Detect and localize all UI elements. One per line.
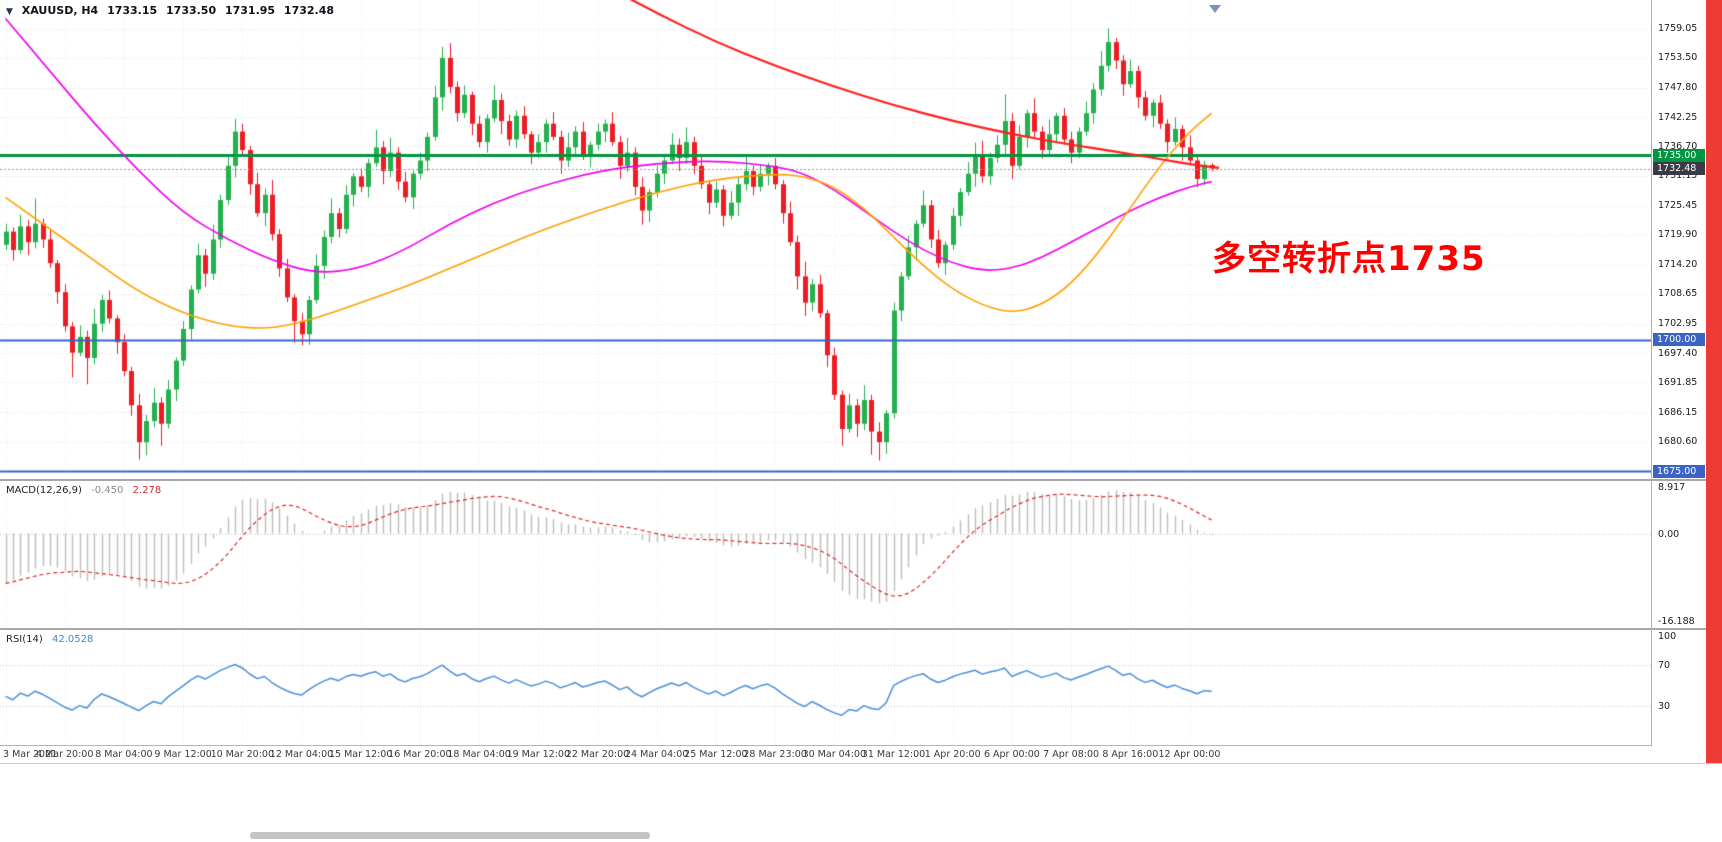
time-axis-label: 10 Mar 20:00 — [210, 749, 275, 760]
price-scale-label: 1731.15 — [1658, 170, 1698, 182]
price-scale-label: 1753.50 — [1658, 52, 1698, 64]
rsi-scale: 100 70 30 — [1652, 630, 1706, 745]
chart-title: ▼ XAUUSD, H4 1733.15 1733.50 1731.95 173… — [6, 4, 339, 17]
macd-panel-canvas[interactable] — [0, 481, 1652, 628]
right-edge-strip — [1706, 0, 1722, 764]
ohlc-open: 1733.15 — [107, 4, 158, 17]
macd-scale: 8.917 0.00 -16.188 — [1652, 481, 1706, 628]
price-scale-badge: 1735.00 — [1653, 148, 1705, 162]
time-axis-label: 12 Mar 04:00 — [269, 749, 334, 760]
ohlc-low: 1731.95 — [224, 4, 276, 17]
rsi-value: 42.0528 — [51, 634, 94, 645]
time-axis-label: 30 Mar 04:00 — [802, 749, 867, 760]
bottom-bar — [0, 763, 1722, 842]
macd-label: MACD(12,26,9) -0.450 2.278 — [6, 485, 167, 496]
time-axis-label: 9 Mar 12:00 — [154, 749, 212, 760]
rsi-scale-label: 70 — [1658, 659, 1671, 671]
time-axis-label: 25 Mar 12:00 — [684, 749, 748, 760]
price-scale-badge: 1700.00 — [1653, 333, 1705, 346]
time-axis-label: 28 Mar 23:00 — [743, 749, 807, 760]
scale-separator — [1651, 0, 1652, 746]
time-axis-label: 8 Mar 04:00 — [95, 749, 153, 760]
time-axis-label: 7 Apr 08:00 — [1043, 749, 1100, 760]
price-scale-label: 1680.60 — [1658, 436, 1698, 448]
price-scale-label: 1742.25 — [1658, 111, 1698, 123]
price-scale-badge: 1675.00 — [1653, 464, 1705, 478]
time-axis-label: 8 Apr 16:00 — [1102, 749, 1159, 760]
rsi-scale-label: 100 — [1658, 631, 1677, 642]
price-scale-label: 1714.20 — [1658, 259, 1698, 271]
price-scale-label: 1686.15 — [1658, 406, 1698, 418]
main-chart-canvas[interactable] — [0, 0, 1652, 479]
time-axis-label: 24 Mar 04:00 — [624, 749, 689, 760]
macd-scale-label: -16.188 — [1658, 616, 1695, 627]
ohlc-close: 1732.48 — [283, 4, 335, 17]
time-axis-label: 19 Mar 12:00 — [506, 749, 571, 760]
rsi-panel-canvas[interactable] — [0, 630, 1652, 745]
symbol-period-label: XAUUSD, H4 — [21, 4, 99, 17]
price-scale-label: 1691.85 — [1658, 376, 1698, 388]
panel-separator[interactable] — [0, 479, 1722, 481]
time-axis-label: 3 Mar 2021 — [3, 749, 58, 760]
time-axis-label: 6 Apr 00:00 — [983, 749, 1040, 760]
macd-scale-label: 0.00 — [1658, 528, 1680, 540]
time-axis-label: 15 Mar 12:00 — [328, 749, 393, 760]
chart-shift-marker-icon[interactable] — [1209, 5, 1221, 13]
price-scale-badge: 1732.48 — [1653, 162, 1705, 176]
price-scale-label: 1719.90 — [1658, 229, 1698, 241]
time-axis-label: 18 Mar 04:00 — [447, 749, 511, 760]
time-axis-label: 22 Mar 20:00 — [565, 749, 630, 760]
time-axis-label: 12 Apr 00:00 — [1158, 749, 1221, 760]
rsi-name: RSI(14) — [6, 634, 43, 645]
time-axis-label: 31 Mar 12:00 — [861, 749, 926, 760]
horizontal-scrollbar[interactable] — [250, 832, 650, 839]
price-scale-label: 1759.05 — [1658, 23, 1698, 35]
time-axis: 3 Mar 2021 4 Mar 20:00 8 Mar 04:00 9 Mar 12… — [0, 745, 1652, 764]
price-scale-label: 1708.65 — [1658, 288, 1698, 300]
collapse-icon[interactable]: ▼ — [6, 7, 13, 17]
macd-name: MACD(12,26,9) — [6, 485, 82, 496]
time-axis-label: 4 Mar 20:00 — [35, 749, 94, 760]
price-scale-label: 1702.95 — [1658, 318, 1698, 330]
rsi-scale-label: 30 — [1658, 701, 1671, 713]
panel-separator[interactable] — [0, 628, 1722, 630]
price-scale-label: 1736.70 — [1658, 140, 1698, 152]
time-axis-label: 16 Mar 20:00 — [388, 749, 452, 760]
price-scale: 1759.05 1753.50 1747.80 1742.25 1736.70 1731.… — [1652, 0, 1706, 479]
rsi-label: RSI(14) 42.0528 — [6, 634, 99, 645]
macd-signal-value: 2.278 — [132, 485, 162, 496]
macd-scale-label: 8.917 — [1658, 482, 1686, 493]
ohlc-high: 1733.50 — [166, 4, 217, 17]
macd-main-value: -0.450 — [91, 485, 124, 496]
annotation-text[interactable]: 多空转折点1735 — [1212, 239, 1486, 279]
price-scale-label: 1747.80 — [1658, 82, 1698, 94]
price-scale-label: 1697.40 — [1658, 347, 1698, 359]
time-axis-label: 1 Apr 20:00 — [924, 749, 981, 760]
price-scale-label: 1725.45 — [1658, 200, 1698, 212]
